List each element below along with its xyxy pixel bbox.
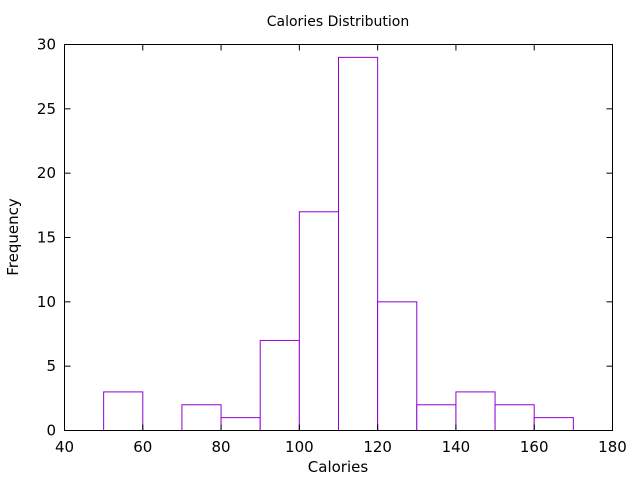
y-tick-label: 15 [37, 229, 56, 247]
ticks-group: 40 60 80 100 120 140 160 180 0 5 10 15 20 25 30 [37, 36, 627, 457]
x-axis-label: Calories [308, 458, 369, 476]
chart-title: Calories Distribution [267, 14, 410, 30]
histogram-bar [533, 417, 574, 431]
histogram-bar [455, 391, 496, 431]
y-tick-label: 20 [37, 164, 56, 182]
histogram-bar [181, 404, 222, 431]
histogram-bar [103, 391, 144, 431]
x-tick-label: 160 [520, 438, 549, 456]
x-tick-label: 180 [598, 438, 627, 456]
histogram-bar [377, 301, 418, 432]
y-tick-label: 5 [46, 357, 56, 375]
y-tick-label: 25 [37, 100, 56, 118]
x-tick-label: 140 [442, 438, 471, 456]
histogram-bar [494, 404, 535, 431]
y-tick-label: 10 [37, 293, 56, 311]
histogram-bar [338, 56, 379, 431]
x-tick-label: 120 [363, 438, 392, 456]
x-tick-label: 40 [55, 438, 74, 456]
x-tick-label: 100 [285, 438, 314, 456]
x-tick-label: 80 [212, 438, 231, 456]
bars-group [103, 56, 574, 432]
y-tick-label: 30 [37, 36, 56, 54]
plot-frame [64, 44, 613, 431]
histogram-bar [220, 417, 261, 431]
y-tick-label: 0 [46, 422, 56, 440]
histogram-bar [259, 339, 300, 431]
x-tick-label: 60 [133, 438, 152, 456]
y-axis-label: Frequency [4, 198, 22, 276]
histogram-bar [298, 211, 340, 431]
histogram-bar [416, 404, 457, 431]
